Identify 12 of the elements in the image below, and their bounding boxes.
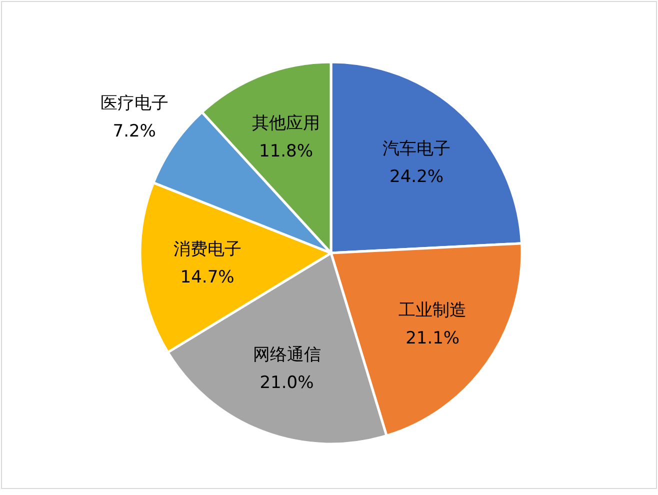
data-label: 7.2%	[112, 122, 156, 142]
slice-label: 汽车电子	[382, 139, 451, 160]
slice-label: 消费电子	[173, 240, 242, 260]
data-label: 11.8%	[259, 141, 314, 162]
data-label: 14.7%	[180, 268, 234, 288]
slice-label: 其他应用	[252, 113, 320, 134]
data-label: 21.0%	[260, 372, 314, 393]
slice-label: 医疗电子	[100, 94, 168, 114]
slice-label: 工业制造	[398, 300, 467, 320]
data-label: 24.2%	[390, 167, 444, 188]
data-label: 21.1%	[406, 328, 460, 348]
slice-label: 网络通信	[252, 344, 321, 365]
